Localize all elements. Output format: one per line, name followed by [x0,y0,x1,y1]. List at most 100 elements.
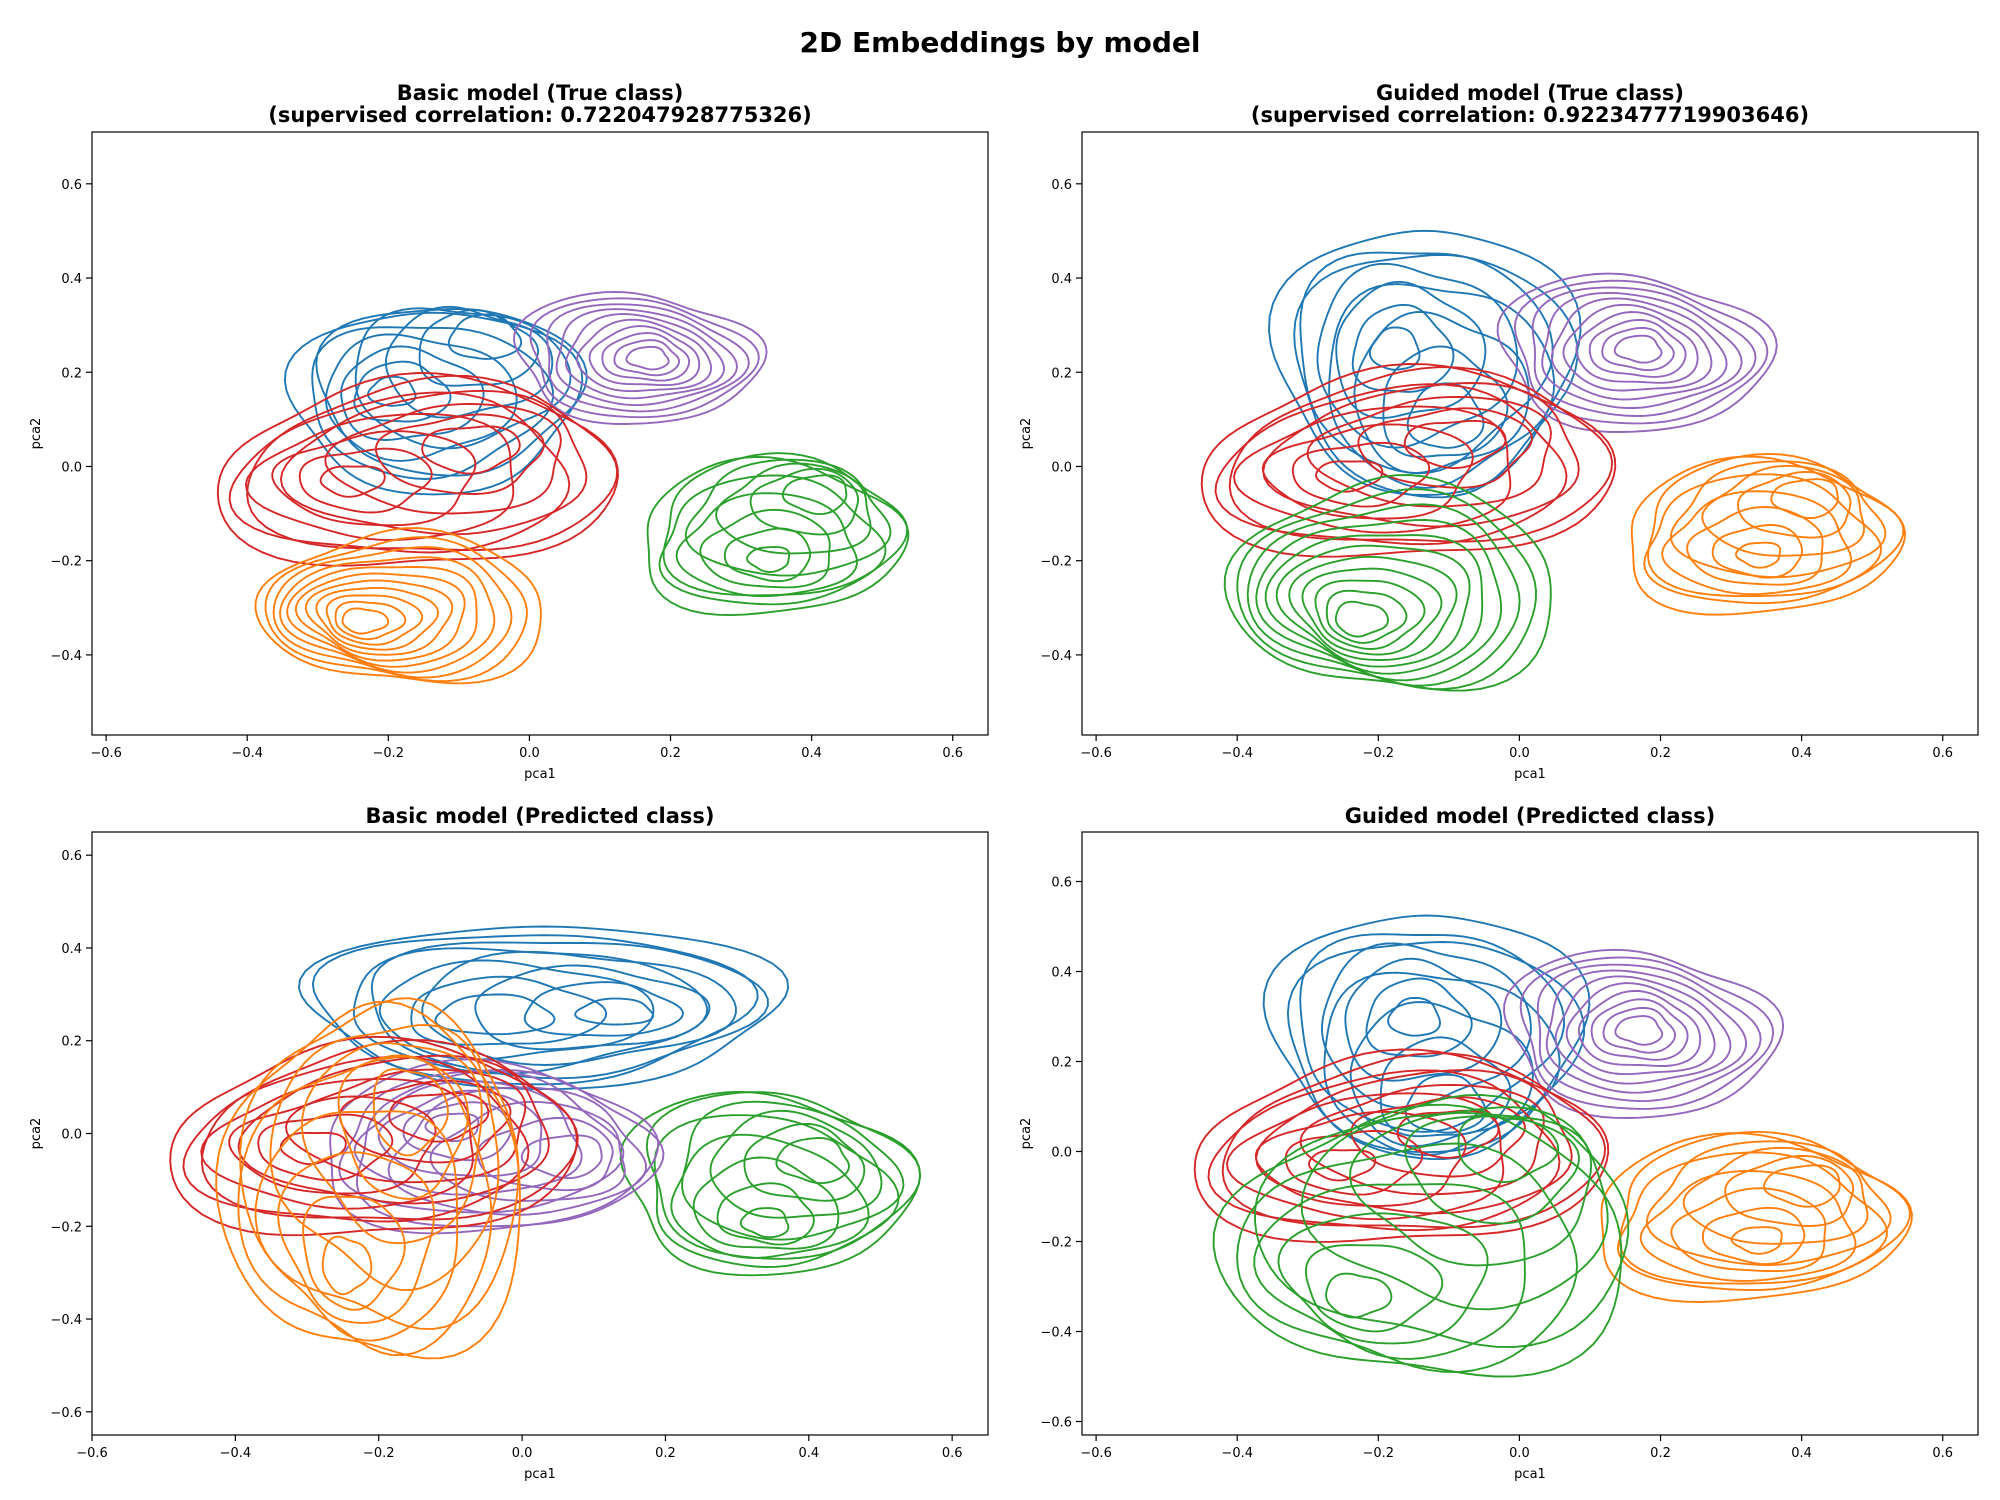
y-tick-label: −0.2 [1040,1236,1072,1251]
contour-line [1730,1226,1783,1255]
y-tick-label: 0.6 [1051,876,1072,891]
contour-line [300,1042,483,1245]
contour-line [410,975,608,1046]
axes-panel: −0.6 −0.4 −0.2 0.0 0.2 0.4 0.6 −0.6 −0.4 −0.2 0.0 0… [1019,831,1979,1482]
contour-line [421,950,737,1066]
contour-line [1387,996,1441,1037]
contour-line [1212,1103,1623,1378]
contour-line [1275,544,1471,668]
contour-line [601,332,691,382]
y-tick-label: 0.2 [61,1035,82,1050]
contour-line [574,997,655,1026]
contour-line [1550,297,1728,401]
y-tick-label: −0.4 [50,1313,82,1328]
x-tick-label: −0.4 [231,746,263,761]
contour-line [1351,303,1455,393]
x-tick-label: −0.2 [373,746,405,761]
contour-line [1735,541,1782,569]
panel-title-line: (supervised correlation: 0.7220479287753… [268,103,812,127]
contour-line [1264,534,1484,675]
x-tick-label: 0.2 [1650,746,1671,761]
y-tick-label: −0.4 [1040,649,1072,664]
contour-line [1600,1132,1913,1303]
y-tick-label: 0.4 [1051,272,1072,287]
contour-line [1277,1212,1489,1345]
contour-line [372,1068,449,1157]
contour-line [709,1109,883,1219]
contour-line [272,546,513,679]
contour-line [324,403,562,515]
contour-line [1350,1096,1526,1178]
contour-line [1630,455,1906,616]
contour-line [576,318,713,393]
contour-line [1763,1164,1841,1208]
y-tick-label: 0.2 [61,366,82,381]
contour-line [1404,1073,1487,1134]
contour-line [715,462,872,555]
contour-line [1207,1069,1561,1232]
contour-line [315,307,588,477]
contour-line [298,447,433,514]
x-tick-label: 0.4 [801,746,822,761]
panel-title-guided-true: Guided model (True class) (supervised co… [1082,82,1978,126]
contour-line [215,1000,521,1360]
contour-line [1513,279,1769,425]
contour-line [1293,253,1579,499]
contour-line [1382,345,1509,458]
contour-line [387,1086,647,1216]
contour-line [1590,998,1689,1061]
contour-line [523,981,684,1037]
contour-line [377,1089,543,1177]
contour-line [1299,1083,1545,1196]
contour-line [1236,1142,1578,1374]
x-tick-label: −0.2 [1363,1446,1395,1461]
contour-line [1286,941,1586,1161]
x-tick-label: 0.0 [1509,746,1530,761]
y-axis-label: pca2 [1019,418,1034,450]
x-tick-label: 0.6 [942,746,963,761]
contour-line [588,325,701,387]
x-tick-label: 0.4 [1791,746,1812,761]
contour-line [1770,478,1839,519]
contour-line [1541,291,1743,409]
contour-line [325,594,424,646]
contour-line [625,345,670,371]
contour-line [254,1110,459,1342]
axes-frame [1081,131,1979,736]
contour-line [1711,524,1804,579]
contour-line [283,311,584,496]
y-tick-label: 0.0 [61,460,82,475]
x-axis-label: pca1 [524,767,556,782]
contour-line [353,1080,583,1196]
contour-line [434,993,556,1036]
contour-line [304,579,454,656]
contour-line [1236,488,1537,691]
contour-line [321,1235,373,1296]
x-tick-label: −0.4 [220,1446,252,1461]
contour-line [1682,1146,1869,1245]
y-tick-label: 0.6 [61,178,82,193]
y-tick-label: −0.2 [50,555,82,570]
x-tick-label: 0.6 [942,1446,963,1461]
contour-line [1545,969,1748,1094]
y-tick-label: −0.4 [1040,1326,1072,1341]
contour-line [353,360,452,423]
plot-area [1193,914,1913,1378]
contour-line [1262,914,1591,1154]
contour-line [1228,366,1614,543]
contour-line [319,465,386,498]
contour-line [1314,579,1426,650]
contour-line [1686,506,1824,586]
contour-line [1575,311,1699,384]
contour-line [1531,286,1757,417]
x-tick-label: 0.0 [519,746,540,761]
contour-line [1613,334,1663,364]
contour-line [1457,1115,1560,1184]
contour-line [269,1024,500,1292]
contour-line [239,997,520,1331]
x-tick-label: 0.0 [1509,1446,1530,1461]
contour-line [613,339,681,377]
contour-line [474,964,711,1051]
y-tick-label: 0.4 [61,272,82,287]
